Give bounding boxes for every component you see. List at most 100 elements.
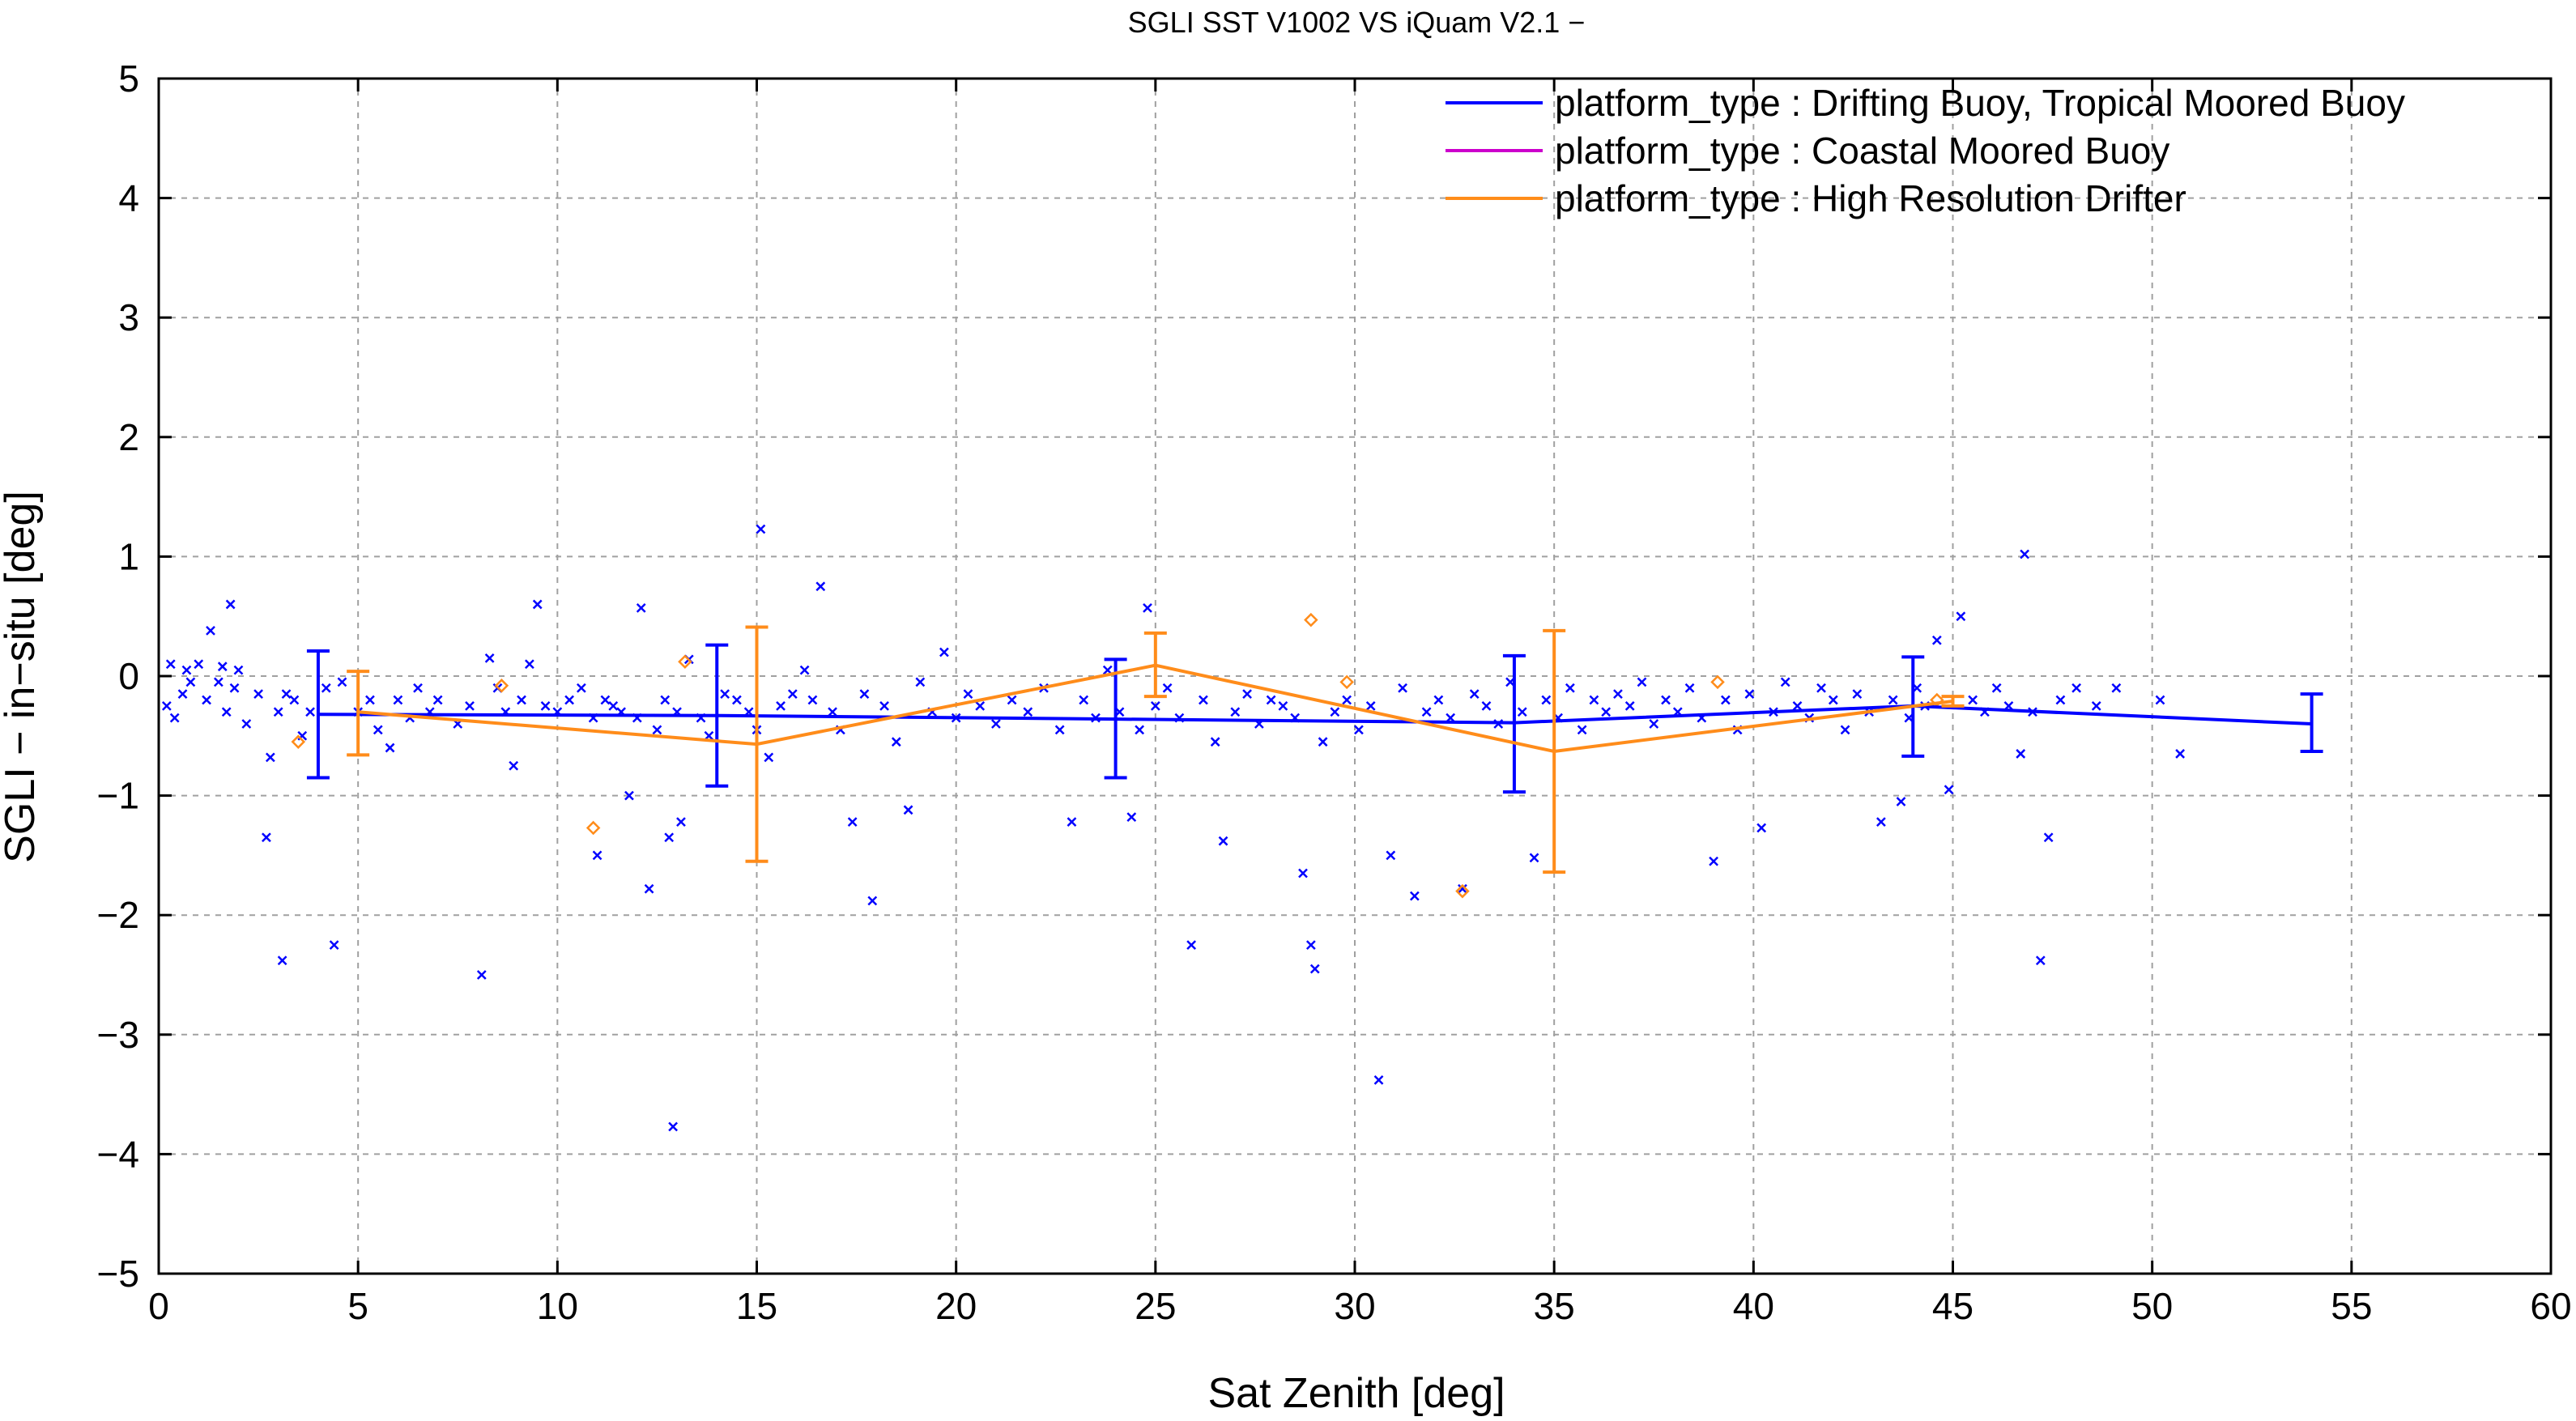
scatter-point	[720, 689, 730, 700]
scatter-point	[385, 742, 395, 753]
scatter-point	[1661, 695, 1671, 705]
x-tick-label: 25	[1135, 1285, 1176, 1327]
y-tick-label: 3	[118, 296, 139, 338]
x-tick-label: 60	[2530, 1285, 2571, 1327]
scatter-point	[1624, 701, 1635, 711]
scatter-point	[1744, 689, 1755, 700]
scatter-point	[1278, 701, 1288, 711]
scatter-point	[787, 689, 798, 700]
x-tick-label: 30	[1334, 1285, 1375, 1327]
scatter-point	[867, 896, 878, 906]
scatter-point	[1541, 695, 1552, 705]
scatter-point	[1780, 677, 1790, 687]
scatter-point	[1637, 677, 1647, 687]
scatter-point	[1792, 701, 1803, 711]
scatter-point	[194, 659, 204, 670]
scatter-point	[181, 665, 192, 675]
scatter-point	[1305, 940, 1316, 950]
scatter-point	[1828, 695, 1838, 705]
scatter-point	[213, 677, 224, 687]
scatter-point	[1162, 683, 1173, 693]
error-bar	[1543, 628, 1566, 874]
scatter-point	[206, 626, 215, 636]
scatter-point	[1756, 823, 1767, 833]
scatter-point	[585, 820, 601, 836]
error-bar	[347, 670, 370, 757]
y-tick-label: 5	[118, 57, 139, 100]
scatter-point	[859, 689, 870, 700]
scatter-point	[494, 679, 509, 693]
x-tick-label: 20	[935, 1285, 977, 1327]
scatter-point	[413, 683, 423, 693]
scatter-point	[277, 955, 287, 966]
scatter-point	[1852, 689, 1863, 700]
scatter-point	[1398, 683, 1407, 693]
scatter-point	[1330, 707, 1340, 717]
scatter-point	[532, 599, 543, 610]
x-tick-label: 40	[1733, 1285, 1774, 1327]
scatter-point	[807, 695, 818, 705]
scatter-point	[365, 695, 375, 705]
scatter-point	[1956, 611, 1966, 622]
scatter-point	[1143, 602, 1152, 613]
scatter-point	[1577, 725, 1587, 735]
scatter-point	[1517, 707, 1527, 717]
scatter-point	[484, 653, 495, 663]
scatter-point	[273, 707, 283, 717]
scatter-point	[177, 689, 188, 700]
x-tick-label: 15	[736, 1285, 777, 1327]
y-tick-label: −3	[97, 1014, 139, 1056]
scatter-point	[321, 683, 331, 693]
scatter-point	[1876, 817, 1886, 827]
scatter-point	[731, 695, 742, 705]
scatter-point	[1318, 737, 1328, 747]
scatter-point	[2111, 683, 2122, 693]
x-tick-label: 10	[537, 1285, 578, 1327]
scatter-point	[2071, 683, 2082, 693]
scatter-point	[2043, 832, 2054, 843]
scatter-point	[1218, 836, 1228, 846]
scatter-point	[1365, 701, 1376, 711]
scatter-point	[229, 683, 240, 693]
scatter-point	[185, 677, 196, 687]
scatter-point	[1421, 707, 1432, 717]
scatter-point	[1150, 701, 1160, 711]
scatter-point	[1079, 695, 1089, 705]
error-bar	[1502, 653, 1526, 794]
scatter-point	[517, 695, 526, 705]
scatter-point	[2035, 955, 2046, 966]
legend-label: platform_type : Coastal Moored Buoy	[1555, 130, 2169, 172]
scatter-point	[756, 524, 766, 534]
scatter-point	[329, 940, 339, 950]
scatter-point	[1613, 689, 1623, 700]
x-tick-label: 35	[1534, 1285, 1575, 1327]
scatter-point	[939, 647, 949, 657]
scatter-point	[2091, 701, 2101, 711]
scatter-point	[1589, 695, 1599, 705]
scatter-point	[281, 689, 292, 700]
scatter-point	[1354, 725, 1364, 735]
scatter-point	[1298, 868, 1308, 879]
error-bar	[306, 649, 330, 780]
scatter-point	[1931, 635, 1942, 645]
legend-label: platform_type : High Resolution Drifter	[1555, 177, 2186, 219]
scatter-point	[636, 602, 646, 613]
error-bar	[1941, 695, 1965, 708]
scatter-point	[644, 883, 654, 894]
scatter-point	[1386, 850, 1396, 861]
scatter-point	[903, 805, 913, 815]
scatter-point	[1944, 785, 1954, 795]
scatter-point	[291, 734, 306, 749]
scatter-point	[1601, 707, 1612, 717]
scatter-point	[217, 662, 228, 672]
scatter-point	[241, 719, 252, 729]
scatter-point	[1054, 725, 1065, 735]
scatter-point	[624, 790, 634, 801]
y-tick-label: −5	[97, 1253, 139, 1295]
scatter-point	[1266, 695, 1276, 705]
error-bar	[1104, 657, 1127, 780]
scatter-point	[915, 677, 926, 687]
scatter-point	[1242, 689, 1252, 700]
scatter-point	[1210, 737, 1220, 747]
